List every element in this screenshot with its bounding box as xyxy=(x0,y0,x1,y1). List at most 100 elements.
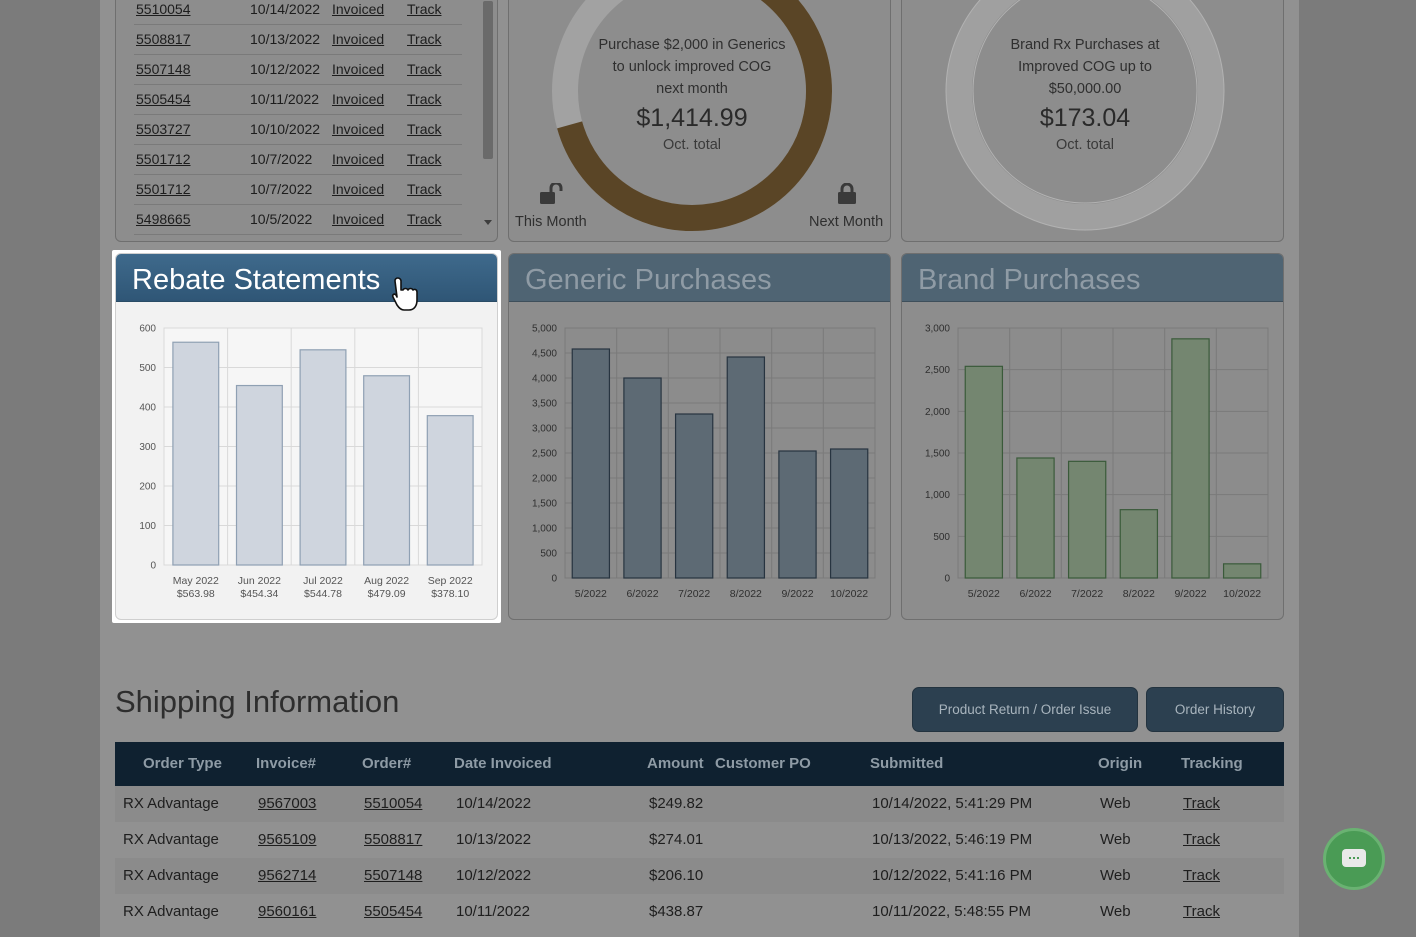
bar[interactable] xyxy=(172,341,220,566)
bar[interactable] xyxy=(426,415,474,566)
scroll-down-arrow-icon[interactable] xyxy=(484,220,492,225)
tracking-link[interactable]: Track xyxy=(1183,795,1220,812)
product-return-button[interactable]: Product Return / Order Issue xyxy=(912,687,1138,732)
bar[interactable] xyxy=(1222,563,1262,579)
order-link[interactable]: 5510054 xyxy=(364,795,423,812)
invoice-link[interactable]: 5501712 xyxy=(136,151,191,167)
bar[interactable] xyxy=(571,348,611,579)
y-tick-label: 500 xyxy=(139,363,156,374)
invoice-status-link[interactable]: Invoiced xyxy=(332,151,385,167)
invoice-link[interactable]: 5507148 xyxy=(136,61,191,77)
column-header[interactable]: Submitted xyxy=(870,755,944,772)
column-header[interactable]: Customer PO xyxy=(715,755,811,772)
invoice-status-link[interactable]: Invoiced xyxy=(332,1,385,17)
bar[interactable] xyxy=(299,349,347,566)
panel-header[interactable]: Generic Purchases xyxy=(509,254,890,302)
bar[interactable] xyxy=(964,365,1004,579)
column-header[interactable]: Order# xyxy=(362,755,412,772)
invoice-date: 10/10/2022 xyxy=(250,121,321,137)
order-link[interactable]: 5508817 xyxy=(364,831,423,848)
invoice-link[interactable]: 9567003 xyxy=(258,795,317,812)
invoice-link[interactable]: 5501712 xyxy=(136,181,191,197)
brand-cog-gauge-panel: Brand Rx Purchases at Improved COG up to… xyxy=(901,0,1284,242)
submitted-cell: 10/11/2022, 5:48:55 PM xyxy=(872,903,1032,920)
y-tick-label: 600 xyxy=(139,324,156,335)
table-body: RX Advantage 9567003 5510054 10/14/2022 $249… xyxy=(115,786,1284,930)
bar[interactable] xyxy=(1016,457,1055,579)
list-item: 5501712 10/7/2022 Invoiced Track xyxy=(134,145,462,175)
bar[interactable] xyxy=(829,448,869,579)
track-link[interactable]: Track xyxy=(407,211,442,227)
invoice-link[interactable]: 5508817 xyxy=(136,31,191,47)
x-tick-label: Aug 2022 xyxy=(364,575,409,587)
column-header[interactable]: Amount xyxy=(647,755,704,772)
track-link[interactable]: Track xyxy=(407,91,442,107)
tracking-link[interactable]: Track xyxy=(1183,867,1220,884)
x-tick-label: Jun 2022 xyxy=(238,575,281,587)
invoice-link[interactable]: 5505454 xyxy=(136,91,191,107)
invoice-link[interactable]: 9560161 xyxy=(258,903,317,920)
track-link[interactable]: Track xyxy=(407,1,442,17)
bar[interactable] xyxy=(623,377,662,579)
order-history-button[interactable]: Order History xyxy=(1146,687,1284,732)
submitted-cell: 10/12/2022, 5:41:16 PM xyxy=(872,867,1033,884)
invoice-date: 10/14/2022 xyxy=(250,1,321,17)
track-link[interactable]: Track xyxy=(407,121,442,137)
invoice-status-link[interactable]: Invoiced xyxy=(332,61,385,77)
column-header[interactable]: Tracking xyxy=(1181,755,1243,772)
column-header[interactable]: Date Invoiced xyxy=(454,755,552,772)
invoice-link[interactable]: 5510054 xyxy=(136,1,191,17)
column-header[interactable]: Origin xyxy=(1098,755,1143,772)
x-tick-label: 5/2022 xyxy=(968,588,1000,600)
bar[interactable] xyxy=(1119,509,1159,579)
table-row: RX Advantage 9567003 5510054 10/14/2022 $249… xyxy=(115,786,1284,822)
panel-header[interactable]: Brand Purchases xyxy=(902,254,1283,302)
track-link[interactable]: Track xyxy=(407,151,442,167)
order-link[interactable]: 5507148 xyxy=(364,867,423,884)
invoice-status-link[interactable]: Invoiced xyxy=(332,91,385,107)
submitted-cell: 10/14/2022, 5:41:29 PM xyxy=(872,795,1033,812)
panel-header[interactable]: Rebate Statements xyxy=(116,254,497,302)
scrollbar[interactable] xyxy=(481,1,495,225)
tracking-link[interactable]: Track xyxy=(1183,903,1220,920)
bar[interactable] xyxy=(363,375,411,566)
invoice-link[interactable]: 5498665 xyxy=(136,211,191,227)
tracking-link[interactable]: Track xyxy=(1183,831,1220,848)
order-link[interactable]: 5505454 xyxy=(364,903,423,920)
gauge-message-line: Purchase $2,000 in Generics xyxy=(598,37,786,53)
track-link[interactable]: Track xyxy=(407,181,442,197)
gauge-amount: $1,414.99 xyxy=(636,104,748,132)
generic-gauge-progress-arc xyxy=(557,0,832,231)
amount-cell: $274.01 xyxy=(649,831,704,848)
bar[interactable] xyxy=(1067,460,1107,579)
panel-title: Generic Purchases xyxy=(525,264,772,296)
track-link[interactable]: Track xyxy=(407,31,442,47)
invoice-link[interactable]: 5503727 xyxy=(136,121,191,137)
y-tick-label: 2,500 xyxy=(925,365,950,376)
y-tick-label: 4,500 xyxy=(532,349,557,360)
invoice-link[interactable]: 9565109 xyxy=(258,831,317,848)
type-cell: RX Advantage xyxy=(123,795,219,812)
invoice-status-link[interactable]: Invoiced xyxy=(332,181,385,197)
brand-purchases-panel[interactable]: Brand Purchases 0 500 1,000 1,500 2,000 2,500… xyxy=(901,253,1284,620)
invoice-status-link[interactable]: Invoiced xyxy=(332,31,385,47)
generic-purchases-panel[interactable]: Generic Purchases 0 500 1,000 1,500 2,000 2,5… xyxy=(508,253,891,620)
track-link[interactable]: Track xyxy=(407,61,442,77)
bar[interactable] xyxy=(674,413,714,579)
list-item: 5503727 10/10/2022 Invoiced Track xyxy=(134,115,462,145)
type-cell: RX Advantage xyxy=(123,903,219,920)
bar[interactable] xyxy=(778,450,817,579)
bar[interactable] xyxy=(1171,338,1210,579)
invoice-status-link[interactable]: Invoiced xyxy=(332,121,385,137)
scrollbar-thumb[interactable] xyxy=(483,1,493,159)
column-header[interactable]: Invoice# xyxy=(256,755,317,772)
invoice-status-link[interactable]: Invoiced xyxy=(332,211,385,227)
chat-button[interactable] xyxy=(1323,828,1385,890)
invoice-link[interactable]: 9562714 xyxy=(258,867,317,884)
x-tick-label: 7/2022 xyxy=(678,588,710,600)
type-cell: RX Advantage xyxy=(123,831,219,848)
bar[interactable] xyxy=(726,356,766,579)
column-header[interactable]: Order Type xyxy=(143,755,222,772)
rebate-statements-panel[interactable]: Rebate Statements 0 100 200 300 400 500 600 May… xyxy=(115,253,498,620)
bar[interactable] xyxy=(235,384,283,566)
